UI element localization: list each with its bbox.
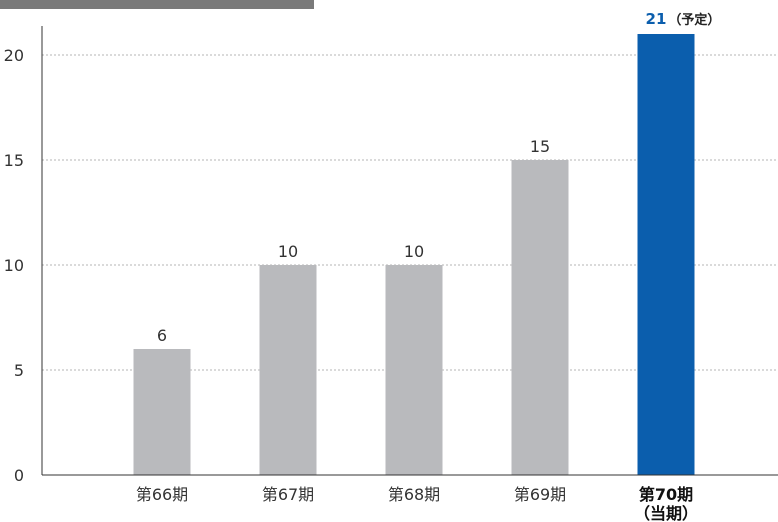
bar-highlight xyxy=(637,34,695,475)
y-tick-label: 5 xyxy=(14,361,24,380)
value-label-number: 21 xyxy=(646,10,667,28)
x-tick-label: 第67期 xyxy=(262,485,314,504)
value-label: 10 xyxy=(278,242,298,261)
y-tick-label: 20 xyxy=(4,46,24,65)
value-label: 15 xyxy=(530,137,550,156)
x-tick-label: 第70期 xyxy=(639,485,693,504)
y-tick-label: 0 xyxy=(14,466,24,485)
y-tick-label: 10 xyxy=(4,256,24,275)
axes xyxy=(41,26,778,476)
x-tick-sublabel: （当期） xyxy=(634,504,698,522)
value-label: 10 xyxy=(404,242,424,261)
value-label: 6 xyxy=(157,326,167,345)
bar xyxy=(511,160,569,475)
header-bar-decoration xyxy=(0,0,314,9)
y-tick-label: 15 xyxy=(4,151,24,170)
bar xyxy=(259,265,317,475)
x-tick-label: 第69期 xyxy=(514,485,566,504)
value-label-note: （予定） xyxy=(668,12,720,28)
value-label: 21 （予定） xyxy=(646,10,721,28)
x-tick-label: 第66期 xyxy=(136,485,188,504)
labels: 0 5 10 15 20 6 第66期 10 第67期 10 第68期 15 第69期 21 （予定） 第70… xyxy=(4,10,721,522)
bars xyxy=(133,34,695,475)
bar xyxy=(385,265,443,475)
bar xyxy=(133,349,191,475)
x-tick-label: 第68期 xyxy=(388,485,440,504)
